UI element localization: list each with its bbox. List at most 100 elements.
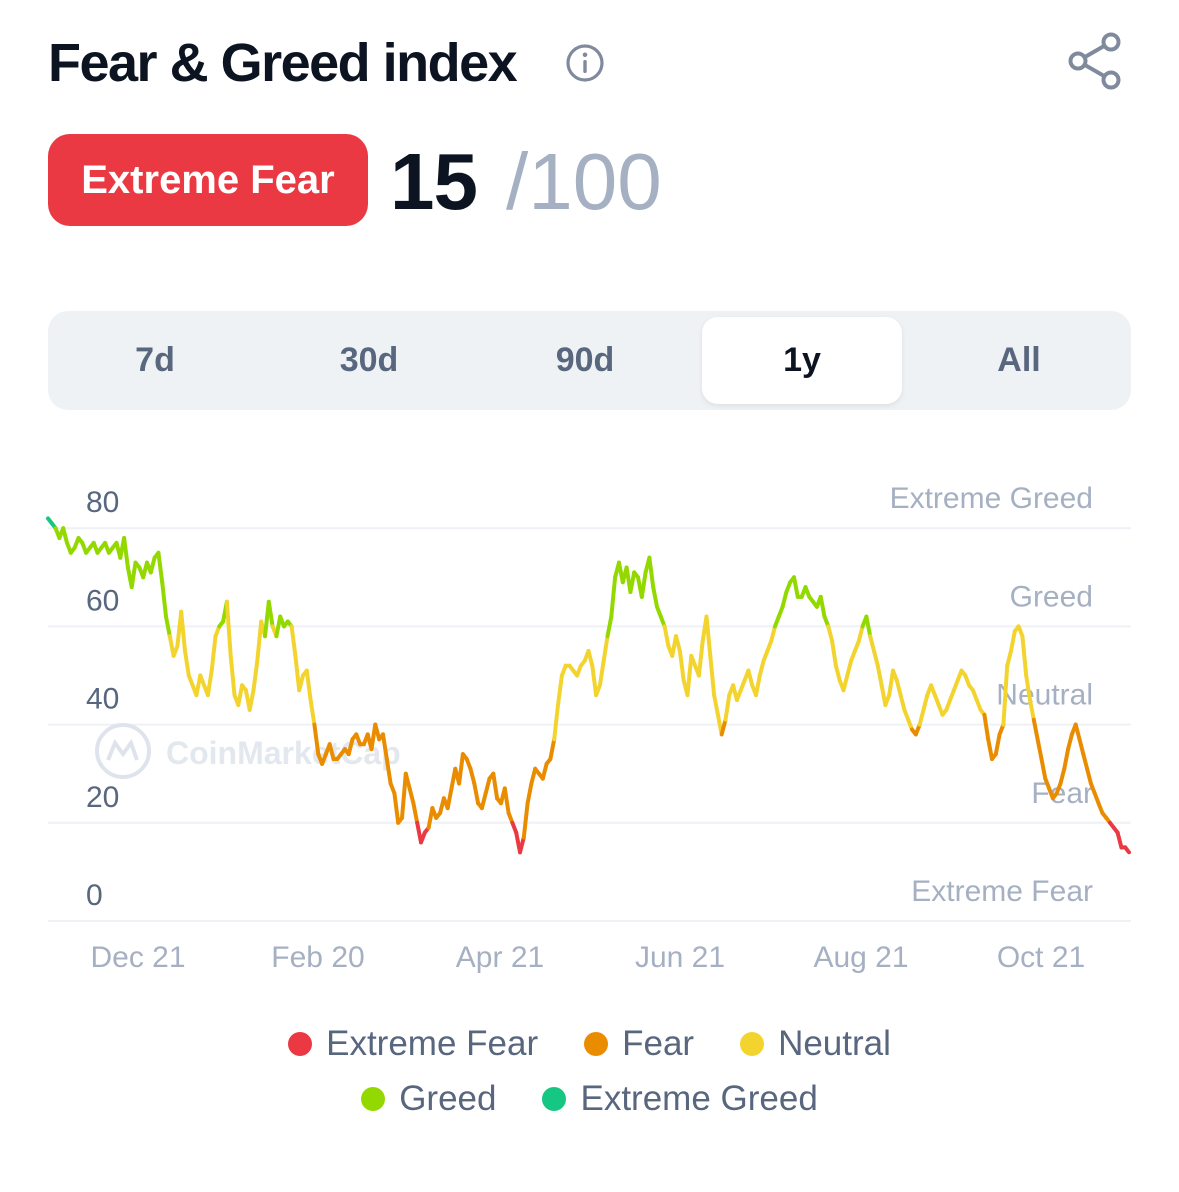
line-segment xyxy=(864,614,873,639)
line-segment xyxy=(746,668,755,688)
line-segment xyxy=(605,614,614,639)
legend-item-neutral: Neutral xyxy=(740,1024,891,1064)
line-segment xyxy=(685,653,694,698)
line-segment xyxy=(236,683,245,707)
line-segment xyxy=(712,693,720,717)
legend-dot xyxy=(288,1032,313,1056)
line-segment xyxy=(590,663,599,698)
line-segment xyxy=(719,717,728,737)
tab-90d[interactable]: 90d xyxy=(555,341,615,379)
y-tick-label: 60 xyxy=(86,584,119,617)
line-segment xyxy=(1031,717,1040,742)
line-segment xyxy=(704,614,713,658)
line-segment xyxy=(457,752,465,786)
legend-dot xyxy=(740,1032,765,1056)
line-segment xyxy=(830,639,838,668)
line-segment xyxy=(1028,698,1036,722)
legend-label: Neutral xyxy=(778,1024,891,1063)
line-segment xyxy=(792,575,800,599)
line-segment xyxy=(224,599,233,658)
line-segment xyxy=(986,737,994,761)
legend-row-1: Extreme Fear Fear Neutral xyxy=(0,1024,1179,1064)
line-segment xyxy=(818,594,827,619)
legend-dot xyxy=(361,1087,386,1111)
y-tick-label: 20 xyxy=(86,781,119,814)
line-segment xyxy=(247,688,256,712)
tab-30d[interactable]: 30d xyxy=(339,341,399,379)
line-segment xyxy=(521,801,530,840)
line-segment xyxy=(327,742,336,761)
line-segment xyxy=(826,624,835,644)
y-tick-label: 40 xyxy=(86,683,119,716)
zone-label: Extreme Greed xyxy=(890,482,1093,515)
line-segment xyxy=(266,599,275,629)
line-segment xyxy=(696,639,705,678)
line-segment xyxy=(502,786,511,815)
legend-row-2: Greed Extreme Greed xyxy=(0,1079,1179,1119)
line-segment xyxy=(491,771,500,801)
line-segment xyxy=(312,722,321,757)
line-segment xyxy=(894,678,903,698)
line-segment xyxy=(407,786,416,806)
line-segment xyxy=(529,766,538,786)
legend-item-fear: Fear xyxy=(584,1024,694,1064)
line-segment xyxy=(251,658,260,693)
line-segment xyxy=(472,781,481,806)
line-segment xyxy=(289,624,298,658)
line-segment xyxy=(586,649,595,668)
line-segment xyxy=(993,732,1002,757)
line-segment xyxy=(841,673,850,693)
score-value: 15 xyxy=(390,137,478,226)
line-segment xyxy=(887,668,895,698)
tab-7d[interactable]: 7d xyxy=(135,341,175,379)
line-segment xyxy=(129,560,138,590)
info-icon[interactable] xyxy=(564,42,606,84)
line-segment xyxy=(856,624,865,644)
line-segment xyxy=(601,634,610,663)
line-segment xyxy=(373,722,382,742)
page-title: Fear & Greed index xyxy=(48,33,518,93)
line-segment xyxy=(609,575,618,619)
line-segment xyxy=(1058,766,1067,786)
line-segment xyxy=(205,668,214,698)
line-segment xyxy=(872,649,880,668)
line-segment xyxy=(304,668,313,702)
line-segment xyxy=(156,550,165,585)
line-segment xyxy=(1123,845,1131,855)
fear-greed-chart: CoinMarketCap 80 60 40 20 0 Extreme Greed Gre… xyxy=(46,482,1131,974)
legend-label: Extreme Greed xyxy=(580,1079,818,1118)
line-segment xyxy=(1085,766,1093,786)
line-segment xyxy=(411,801,420,825)
tab-all[interactable]: All xyxy=(997,341,1041,379)
line-segment xyxy=(1066,732,1074,752)
line-segment xyxy=(845,658,854,678)
timeframe-tabs: 7d 30d 90d 1y All xyxy=(48,311,1131,410)
line-segment xyxy=(1001,663,1010,727)
zone-label: Extreme Fear xyxy=(911,875,1093,908)
line-segment xyxy=(868,634,876,653)
x-tick-label: Feb 20 xyxy=(271,941,364,974)
line-segment xyxy=(647,555,656,590)
legend-label: Extreme Fear xyxy=(326,1024,539,1063)
score-max: /100 xyxy=(506,137,662,226)
line-segment xyxy=(403,771,412,791)
legend-label: Greed xyxy=(399,1079,497,1118)
line-segment xyxy=(917,707,926,727)
line-segment xyxy=(148,555,157,575)
line-segment xyxy=(556,673,564,707)
tab-1y[interactable]: 1y xyxy=(702,317,902,404)
line-segment xyxy=(1073,722,1082,742)
line-segment xyxy=(297,673,305,693)
line-segment xyxy=(662,624,671,648)
line-segment xyxy=(651,585,659,609)
x-tick-label: Dec 21 xyxy=(90,941,185,974)
share-icon[interactable] xyxy=(1064,30,1126,92)
line-segment xyxy=(228,653,237,698)
line-segment xyxy=(1005,649,1013,668)
x-tick-label: Jun 21 xyxy=(635,941,725,974)
line-segment xyxy=(548,737,557,761)
line-segment xyxy=(780,590,789,609)
line-segment xyxy=(479,791,488,811)
y-tick-label: 0 xyxy=(86,879,103,912)
line-segment xyxy=(183,649,191,678)
